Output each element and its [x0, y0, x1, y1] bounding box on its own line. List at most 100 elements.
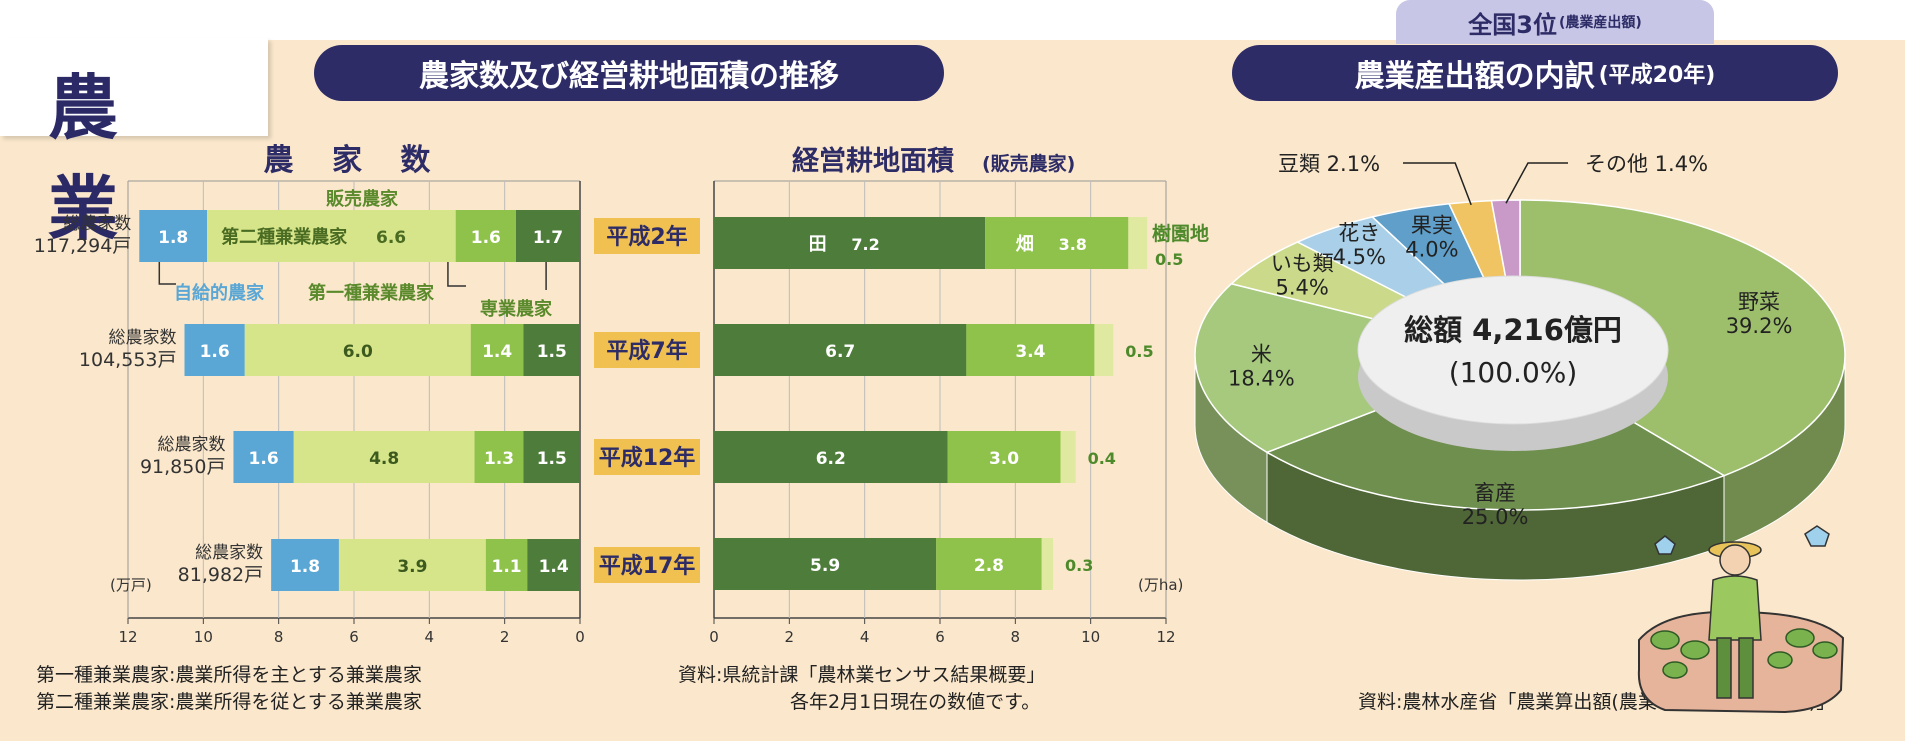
ranking-badge: 全国3位 (農業産出額)	[1396, 0, 1714, 44]
area-bar-segment	[947, 431, 1061, 483]
area-bar-value: 5.9	[810, 556, 840, 576]
area-bar-value: 3.8	[1059, 235, 1087, 254]
area-bar-segment	[1060, 431, 1076, 483]
left-header: 農家数及び経営耕地面積の推移	[314, 45, 944, 101]
area-bar-segment	[985, 217, 1129, 269]
year-label: 平成12年	[599, 445, 696, 471]
area-tick-label: 10	[1081, 628, 1100, 646]
farm-bar-segment	[293, 431, 475, 483]
pie-slice-name: 米	[1251, 342, 1272, 366]
farm-bar-value: 1.8	[290, 557, 320, 577]
farm-bar-segment	[485, 539, 528, 591]
pie-leader-line	[1505, 162, 1568, 204]
farm-bar-value: 1.5	[537, 449, 567, 469]
pie-outside-label: その他 1.4%	[1585, 152, 1708, 176]
farm-bar-value: 6.0	[343, 342, 373, 362]
area-bar-value: 0.5	[1125, 342, 1153, 361]
pie-slice-name: 野菜	[1738, 290, 1780, 314]
farm-total-label: 総農家数	[195, 543, 263, 563]
right-header: 農業産出額の内訳 (平成20年)	[1232, 45, 1838, 101]
area-bar-value: 7.2	[851, 235, 879, 254]
area-bar-segment	[714, 324, 967, 376]
area-bar-value: 0.5	[1155, 250, 1183, 269]
area-bar-segment	[714, 431, 948, 483]
farm-bar-segment	[523, 431, 580, 483]
farm-bar-value: 1.8	[158, 228, 188, 248]
farm-bar-segment	[338, 539, 486, 591]
pie-slice-name: 花き	[1338, 221, 1380, 245]
pie-slice-pct: 4.5%	[1333, 245, 1386, 269]
pie-slice	[1519, 199, 1846, 477]
farm-total-label: 総農家数	[109, 328, 177, 348]
pie-slice	[1194, 282, 1523, 454]
farm-bar-value: 4.8	[369, 449, 399, 469]
legend-type1: 第一種兼業農家	[308, 282, 435, 304]
farm-bar-value: 1.6	[249, 449, 279, 469]
legend-leader	[447, 262, 466, 287]
farm-bar-value: 1.7	[533, 228, 563, 248]
farm-bar-value: 1.5	[537, 342, 567, 362]
year-label: 平成17年	[599, 553, 696, 579]
farm-unit-label: (万戸)	[110, 576, 152, 594]
area-bar-segment	[714, 217, 986, 269]
source-left-2: 各年2月1日現在の数値です。	[790, 691, 1041, 713]
area-bar-value: 0.4	[1088, 449, 1116, 468]
farm-bar-segment	[455, 210, 516, 262]
farm-bar-value: 1.4	[482, 342, 512, 362]
legend-self-sufficient: 自給的農家	[174, 282, 265, 304]
farm-bar-value: 1.4	[539, 557, 569, 577]
area-chart-title: 経営耕地面積	[792, 145, 954, 177]
source-left-1: 資料:県統計課「農林業センサス結果概要」	[678, 664, 1046, 686]
farm-bar-segment	[523, 324, 580, 376]
farm-bar-segment	[527, 539, 580, 591]
area-bar-segment	[1094, 324, 1114, 376]
area-bar-value: 3.4	[1015, 342, 1045, 362]
farm-bar-segment	[244, 324, 471, 376]
farm-bar-segment	[470, 324, 524, 376]
farm-bar-segment	[207, 210, 456, 262]
pie-slice-pct: 4.0%	[1405, 237, 1458, 261]
pie-slice-name: いも類	[1271, 251, 1334, 275]
pie-outside-label: 豆類 2.1%	[1278, 152, 1380, 176]
area-bar-value: 6.7	[825, 342, 855, 362]
area-tick-label: 0	[709, 628, 719, 646]
area-tick-label: 12	[1156, 628, 1175, 646]
farm-bar-segment	[139, 210, 208, 262]
farm-bar-segment	[271, 539, 339, 591]
section-title-box: 農 業	[0, 38, 268, 250]
legend-leader	[158, 262, 176, 285]
legend-sales-farmers: 販売農家	[326, 188, 399, 210]
area-bar-inline-label: 畑	[1016, 234, 1034, 255]
year-label-box	[594, 547, 700, 583]
right-header-label: 農業産出額の内訳	[1354, 59, 1595, 94]
farm-tick-label: 4	[425, 628, 435, 646]
pie-slice-pct: 5.4%	[1276, 275, 1329, 299]
pie-slice-name: 畜産	[1474, 481, 1516, 505]
farm-total-label: 総農家数	[157, 435, 225, 455]
farm-total-value: 91,850戸	[140, 456, 225, 478]
farm-bar-value: 1.6	[200, 342, 230, 362]
farm-bar-segment	[233, 431, 294, 483]
farm-total-value: 117,294戸	[34, 235, 132, 257]
farm-total-label: 総農家数	[63, 214, 131, 234]
area-orchard-label: 樹園地	[1152, 222, 1209, 245]
area-tick-label: 4	[860, 628, 870, 646]
year-label-box	[594, 439, 700, 475]
farm-tick-label: 8	[274, 628, 284, 646]
badge-sub: (農業産出額)	[1558, 15, 1642, 31]
farm-tick-label: 12	[118, 628, 137, 646]
area-bar-inline-label: 田	[809, 234, 827, 255]
legend-fulltime: 専業農家	[480, 298, 553, 320]
left-header-label: 農家数及び経営耕地面積の推移	[419, 59, 839, 94]
area-bar-segment	[1128, 217, 1148, 269]
farm-tick-label: 0	[575, 628, 585, 646]
farm-bar-segment	[184, 324, 245, 376]
footnote-1: 第一種兼業農家:農業所得を主とする兼業農家	[36, 664, 422, 686]
farm-bar-segment	[515, 210, 580, 262]
pie-slice-pct: 39.2%	[1726, 314, 1793, 338]
pie-total-label: 総額 4,216億円	[1404, 313, 1622, 347]
farm-chart-title: 農 家 数	[264, 143, 445, 178]
farm-tick-label: 2	[500, 628, 510, 646]
year-label: 平成2年	[606, 224, 687, 250]
